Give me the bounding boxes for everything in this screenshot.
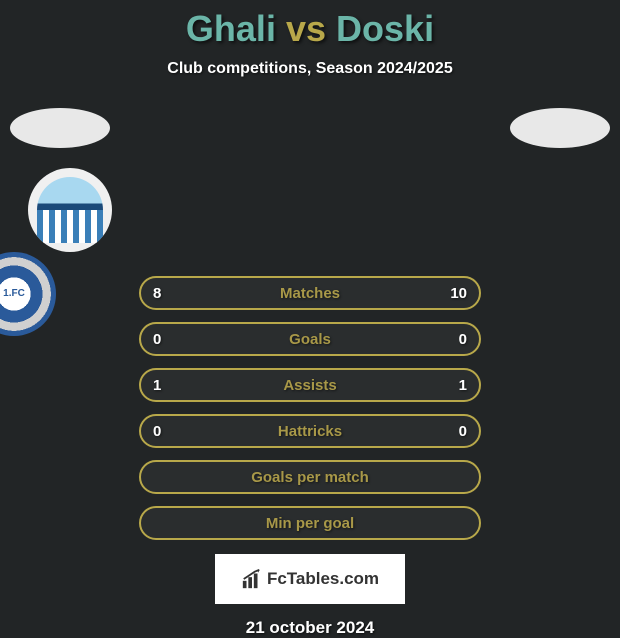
player2-name: Doski [336, 8, 434, 49]
stat-label: Goals [289, 331, 331, 348]
stat-val-left: 8 [153, 285, 161, 302]
stat-rows: 8 Matches 10 0 Goals 0 1 Assists 1 0 Hat… [139, 276, 481, 540]
main-area: 1.FC 8 Matches 10 0 Goals 0 1 Assists 1 … [0, 108, 620, 540]
club-badge-left [28, 168, 112, 252]
stat-label: Assists [283, 377, 336, 394]
title-vs: vs [286, 8, 326, 49]
stat-val-right: 1 [459, 377, 467, 394]
stat-label: Goals per match [251, 469, 369, 486]
player1-photo-placeholder [10, 108, 110, 148]
stat-val-right: 10 [450, 285, 467, 302]
stat-label: Matches [280, 285, 340, 302]
player1-name: Ghali [186, 8, 276, 49]
fctables-text: FcTables.com [267, 569, 379, 589]
stat-val-right: 0 [459, 423, 467, 440]
stat-row-matches: 8 Matches 10 [139, 276, 481, 310]
stat-val-left: 0 [153, 423, 161, 440]
stat-val-right: 0 [459, 331, 467, 348]
badge-right-fc: 1.FC [3, 288, 25, 299]
date-text: 21 october 2024 [0, 618, 620, 638]
comparison-title: Ghali vs Doski [0, 0, 620, 50]
club-badge-right: 1.FC [0, 252, 56, 336]
fctables-badge[interactable]: FcTables.com [215, 554, 405, 604]
stat-val-left: 0 [153, 331, 161, 348]
stat-row-mpg: Min per goal [139, 506, 481, 540]
fctables-logo-icon [241, 568, 263, 590]
stat-label: Hattricks [278, 423, 342, 440]
stat-row-gpm: Goals per match [139, 460, 481, 494]
stat-row-hattricks: 0 Hattricks 0 [139, 414, 481, 448]
stat-row-goals: 0 Goals 0 [139, 322, 481, 356]
stat-val-left: 1 [153, 377, 161, 394]
stat-row-assists: 1 Assists 1 [139, 368, 481, 402]
subtitle: Club competitions, Season 2024/2025 [0, 60, 620, 78]
player2-photo-placeholder [510, 108, 610, 148]
stat-label: Min per goal [266, 515, 354, 532]
